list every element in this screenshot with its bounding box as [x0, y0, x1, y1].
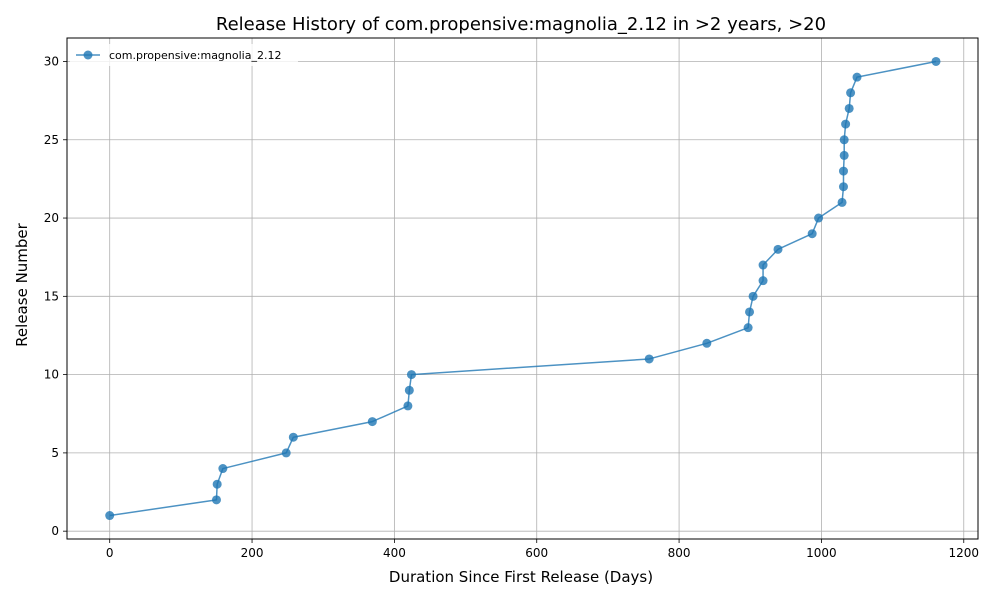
data-point [758, 260, 768, 270]
legend-label: com.propensive:magnolia_2.12 [109, 49, 281, 62]
y-tick-label: 30 [44, 54, 59, 68]
data-point [406, 370, 416, 380]
data-point [212, 479, 222, 489]
y-tick-label: 0 [51, 524, 59, 538]
data-point [844, 103, 854, 113]
x-tick-label: 0 [106, 546, 114, 560]
x-tick-label: 400 [383, 546, 406, 560]
chart-title: Release History of com.propensive:magnol… [216, 14, 826, 35]
legend-marker-swatch [83, 50, 93, 60]
data-point [807, 229, 817, 239]
y-tick-label: 15 [44, 289, 59, 303]
data-point [403, 401, 413, 411]
data-point [846, 88, 856, 98]
legend: com.propensive:magnolia_2.12 [70, 44, 298, 66]
data-point [404, 385, 414, 395]
series-layer [105, 56, 941, 521]
data-point [105, 511, 115, 521]
axis-ticks: 0 200 400 600 800 1000 1200 0 5 10 15 20 25 30 [44, 54, 979, 560]
x-tick-label: 1200 [948, 546, 979, 560]
data-point [281, 448, 291, 458]
x-tick-label: 600 [525, 546, 548, 560]
x-tick-label: 200 [241, 546, 264, 560]
data-point [839, 150, 849, 160]
data-point [745, 307, 755, 317]
data-point [367, 417, 377, 427]
data-point [839, 135, 849, 145]
data-point [931, 56, 941, 66]
data-point [748, 291, 758, 301]
plot-frame [66, 37, 979, 540]
data-point [644, 354, 654, 364]
legend-box [70, 44, 298, 66]
grid-lines [67, 38, 978, 539]
y-tick-label: 20 [44, 211, 59, 225]
data-point [852, 72, 862, 82]
data-point [773, 244, 783, 254]
data-point [841, 119, 851, 129]
x-tick-label: 800 [668, 546, 691, 560]
y-axis-label: Release Number [13, 222, 31, 346]
y-tick-label: 10 [44, 368, 59, 382]
y-tick-label: 25 [44, 133, 59, 147]
data-point [838, 166, 848, 176]
x-axis-label: Duration Since First Release (Days) [389, 568, 653, 586]
data-point [838, 182, 848, 192]
data-point [837, 197, 847, 207]
data-point [211, 495, 221, 505]
data-point [702, 338, 712, 348]
data-point [288, 432, 298, 442]
x-tick-label: 1000 [806, 546, 837, 560]
data-point [743, 323, 753, 333]
y-tick-label: 5 [51, 446, 59, 460]
data-point [814, 213, 824, 223]
data-point [758, 276, 768, 286]
data-point [218, 464, 228, 474]
